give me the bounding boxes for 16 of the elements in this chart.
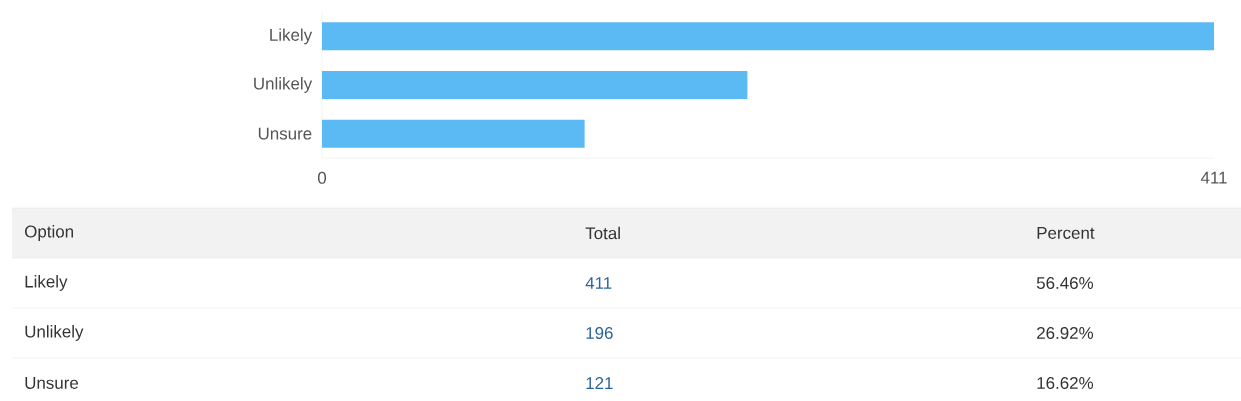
text: Option [25, 225, 73, 241]
category-label: Likely [25, 275, 68, 291]
y-tick-label: Unsure [258, 127, 312, 140]
text: 26.92% [1037, 327, 1094, 340]
category-label: Unlikely [25, 325, 84, 341]
x-tick-label: 0 [317, 171, 327, 184]
text: 196 [586, 327, 613, 340]
text: 16.62% [1037, 377, 1094, 390]
text: Total [585, 226, 620, 240]
y-tick-label: Likely [270, 28, 313, 45]
text: 121 [586, 377, 613, 389]
text: 56.46% [1036, 277, 1094, 290]
category-label: Unsure [25, 377, 79, 389]
text: 411 [585, 277, 612, 289]
y-tick-label: Unlikely [254, 77, 313, 93]
text: Percent [1037, 227, 1095, 239]
